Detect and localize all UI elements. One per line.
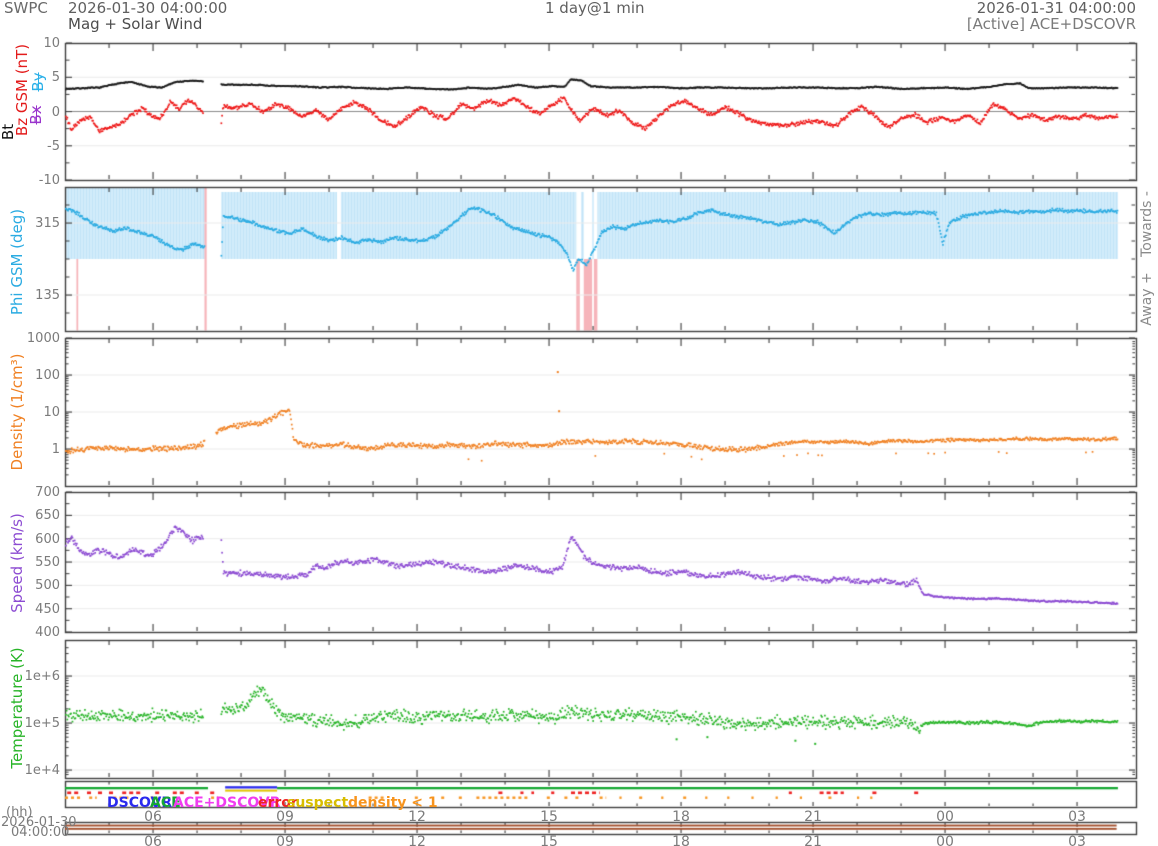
y-tick-label: 600 [35, 531, 60, 547]
y-tick-label: 400 [35, 625, 60, 640]
y-tick-label: 10 [43, 405, 60, 420]
y-tick-label: 1e+4 [24, 763, 60, 778]
towards-sector-label: Towards - [1139, 191, 1155, 257]
legend-item-ace: ACE [150, 795, 181, 811]
y-tick-label: 5 [51, 70, 60, 86]
hour-tick-label: 18 [672, 809, 690, 825]
footer-date-label: 2026-01-30 [1, 815, 77, 830]
hour-tick-label: 15 [540, 834, 558, 846]
y-tick-label: 315 [35, 216, 60, 231]
hour-tick-label: 09 [276, 834, 294, 846]
y-tick-label: -5 [47, 138, 60, 154]
legend-item-dscovr: DSCOVR [107, 795, 173, 811]
y-tick-label: 0 [51, 104, 60, 120]
y-tick-label: -10 [38, 173, 60, 188]
y-tick-label: 450 [35, 601, 60, 617]
footer-time-label: 04:00:00 [11, 825, 70, 840]
y-tick-label: 135 [35, 288, 60, 303]
start-datetime: 2026-01-30 04:00:00 [68, 0, 228, 17]
hour-tick-label: 00 [936, 809, 954, 825]
end-datetime: 2026-01-31 04:00:00 [976, 0, 1136, 17]
hour-tick-label: 12 [408, 834, 426, 846]
hour-tick-label: 06 [144, 834, 162, 846]
y-tick-label: 1000 [26, 331, 60, 346]
brand-label: SWPC [4, 0, 48, 17]
temperature-axis-label: Temperature (K) [8, 647, 26, 769]
y-tick-label: 700 [35, 485, 60, 500]
hour-tick-label: 03 [1068, 809, 1086, 825]
hour-tick-label: 18 [672, 834, 690, 846]
legend-item-error: error [258, 795, 298, 811]
hour-tick-label: 21 [804, 834, 822, 846]
y-tick-label: 500 [35, 578, 60, 594]
hour-tick-label: 21 [804, 809, 822, 825]
y-tick-label: 550 [35, 555, 60, 570]
y-tick-label: 1e+6 [24, 669, 60, 684]
legend-item-ace-dscovr: ACE+DSCOVR [173, 795, 281, 811]
y-tick-label: 100 [35, 368, 60, 383]
away-sector-label: Away + [1139, 272, 1155, 326]
page-title: Mag + Solar Wind [68, 15, 203, 33]
hour-tick-label: 12 [408, 809, 426, 825]
hour-tick-label: 00 [936, 834, 954, 846]
y-tick-label: 1e+5 [24, 716, 60, 731]
hour-tick-label: 03 [1068, 834, 1086, 846]
y-tick-label: 650 [35, 508, 60, 524]
legend-item-suspect: suspect [287, 795, 349, 811]
hours-unit-label: (hh) [6, 805, 33, 820]
hour-tick-label: 09 [276, 809, 294, 825]
legend-item-density-1: density < 1 [348, 795, 438, 811]
resolution-label: 1 day@1 min [545, 0, 645, 17]
hour-tick-label: 15 [540, 809, 558, 825]
source-status: [Active] ACE+DSCOVR [966, 15, 1136, 33]
hour-tick-label: 06 [144, 809, 162, 825]
y-tick-label: 1 [51, 442, 60, 457]
y-tick-label: 10 [43, 36, 60, 51]
